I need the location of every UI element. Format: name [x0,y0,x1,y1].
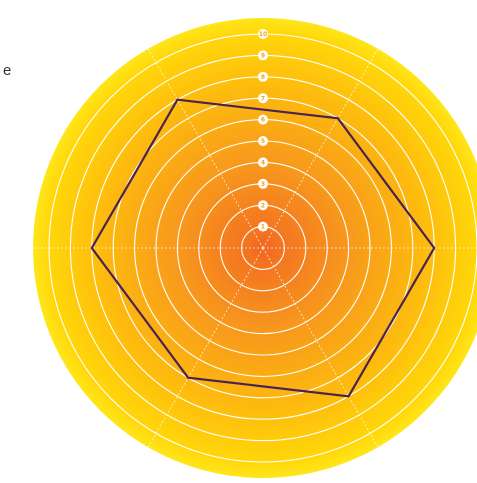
ring-label-4: 4 [258,157,268,168]
svg-text:8: 8 [261,74,265,81]
svg-text:2: 2 [261,202,265,209]
cropped-side-text: e [3,62,12,79]
svg-text:5: 5 [261,138,265,145]
svg-text:7: 7 [261,95,265,102]
ring-label-9: 9 [258,50,268,61]
svg-text:4: 4 [261,160,265,167]
ring-label-1: 1 [258,221,268,232]
ring-label-8: 8 [258,71,268,82]
svg-text:9: 9 [261,53,265,60]
ring-label-6: 6 [258,114,268,125]
svg-text:1: 1 [261,224,265,231]
ring-label-5: 5 [258,136,268,146]
ring-label-3: 3 [258,178,268,189]
ring-label-7: 7 [258,93,268,104]
series-layer [90,98,436,398]
svg-text:10: 10 [259,31,267,38]
ring-labels: 1 2 3 4 5 6 7 8 9 10 [258,29,268,232]
ring-label-10: 10 [258,29,268,39]
svg-text:6: 6 [261,117,265,124]
svg-text:3: 3 [261,181,265,188]
ring-label-2: 2 [258,200,268,211]
